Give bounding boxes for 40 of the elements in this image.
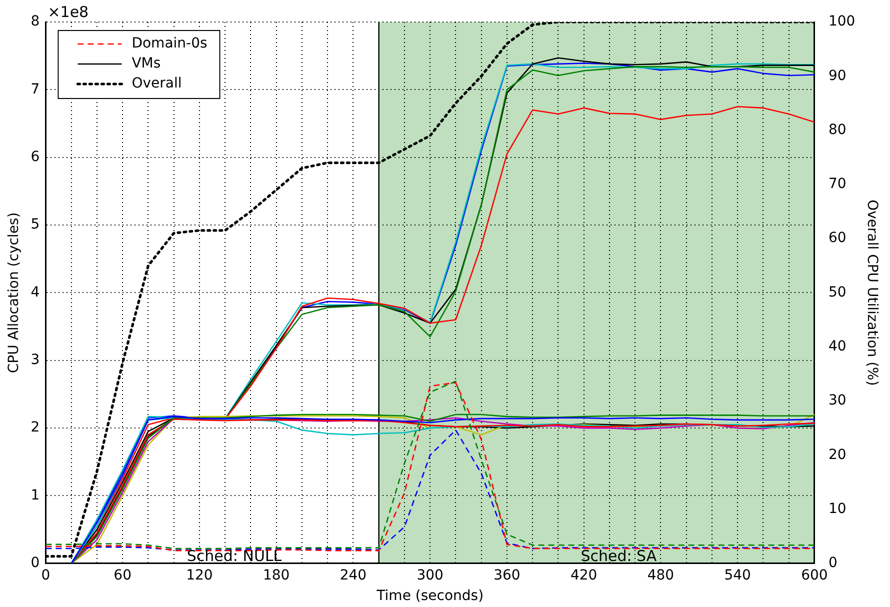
y2-tick-label: 40 (828, 338, 846, 354)
annotation: Sched: NULL (186, 546, 282, 565)
y2-tick-label: 100 (828, 14, 856, 30)
x-tick-label: 0 (41, 567, 50, 584)
y2-tick-label: 50 (828, 284, 846, 300)
y-axis-title: CPU Allocation (cycles) (6, 212, 22, 374)
x-axis-title: Time (seconds) (376, 588, 484, 604)
y-tick-label: 4 (30, 284, 40, 300)
text: ×1e8 (48, 3, 89, 21)
x-tick-label: 360 (494, 567, 520, 584)
y2-tick-label: 90 (828, 68, 846, 84)
y-tick-label: 5 (30, 216, 40, 233)
legend-label: VMs (132, 56, 161, 72)
y-tick-label: 7 (30, 81, 40, 98)
y2-tick-label: 20 (828, 446, 846, 463)
y-tick-label: 0 (30, 555, 40, 572)
y2-axis-title: Overall CPU Utilization (%) (864, 200, 880, 386)
legend-label: Overall (132, 76, 182, 92)
y2-tick-label: 60 (828, 230, 846, 246)
y-tick-label: 8 (30, 14, 40, 30)
y2-tick-label: 70 (828, 176, 846, 192)
x-tick-label: 180 (262, 567, 290, 584)
x-tick-label: 600 (801, 567, 828, 584)
y-tick-label: 2 (30, 420, 40, 436)
y-tick-label: 1 (30, 487, 40, 504)
annotation: Sched: SA (580, 546, 658, 565)
y2-tick-label: 80 (828, 122, 846, 138)
x-tick-label: 120 (186, 567, 213, 584)
legend-label: Domain-0s (132, 36, 208, 52)
y2-tick-label: 30 (828, 392, 846, 409)
x-tick-label: 60 (114, 567, 132, 584)
x-tick-label: 300 (416, 567, 444, 584)
x-tick-label: 240 (340, 567, 367, 584)
y-tick-label: 3 (30, 352, 40, 368)
x-tick-label: 540 (724, 567, 751, 584)
x-tick-label: 480 (647, 567, 674, 584)
y-tick-label: 6 (30, 148, 40, 165)
y2-tick-label: 10 (828, 500, 846, 517)
x-tick-label: 420 (570, 567, 598, 584)
y2-tick-label: 0 (828, 555, 838, 572)
